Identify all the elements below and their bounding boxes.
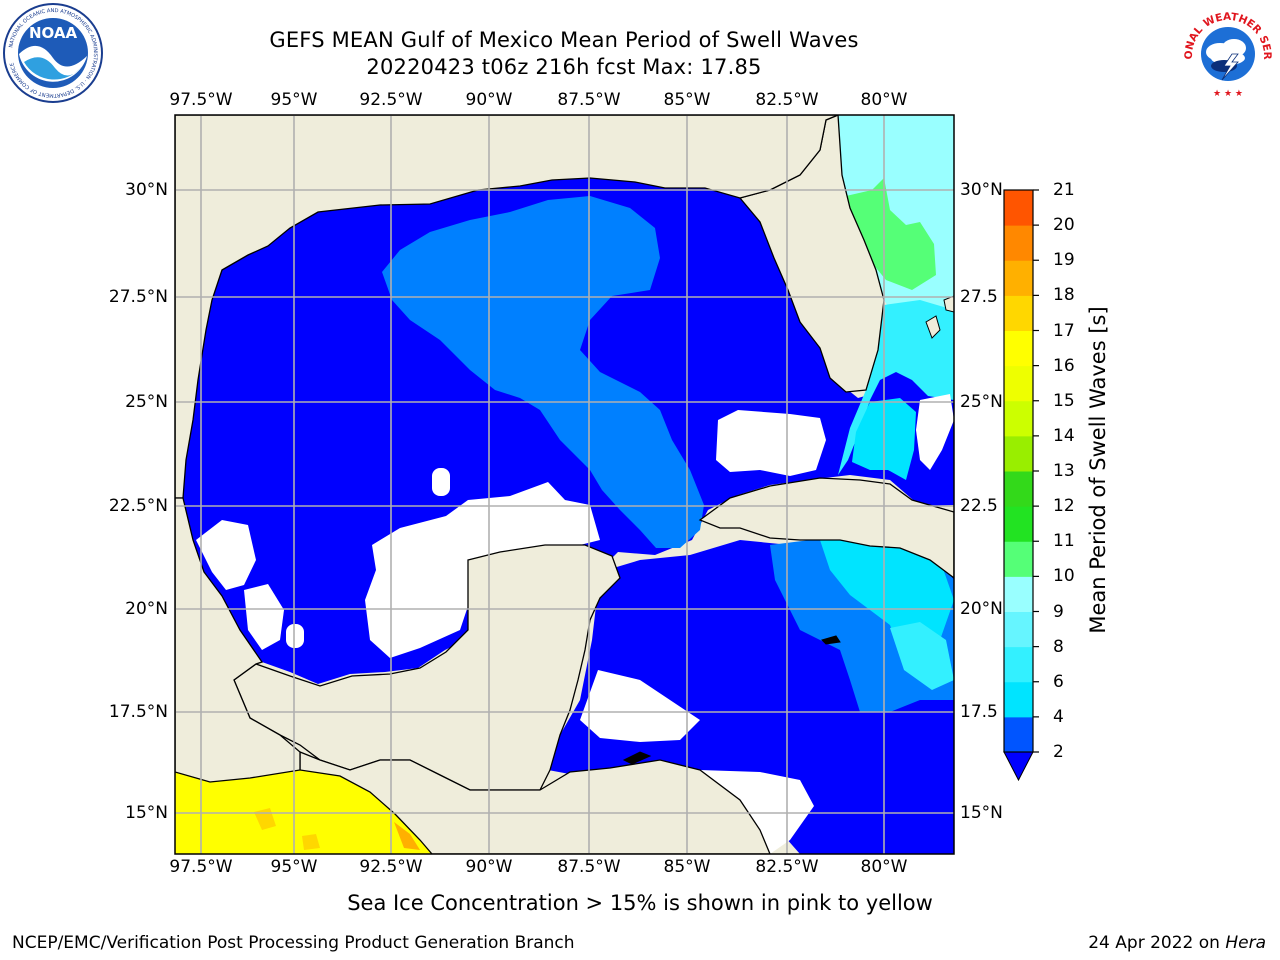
colorbar-tick-label: 9 [1053,601,1064,622]
latitude-tick-label: 27.5 [960,287,998,307]
latitude-tick-label: 22.5 [960,496,998,516]
colorbar-bin [1004,435,1033,472]
latitude-tick-label: 15°N [125,803,168,823]
svg-text:★ ★ ★: ★ ★ ★ [1213,89,1243,99]
colorbar-tick-label: 10 [1053,566,1075,587]
colorbar-bin [1004,471,1033,507]
colorbar-bin [1004,716,1033,753]
longitude-tick-label: 90°W [465,90,513,110]
latitude-tick-label: 20°N [125,599,168,619]
no-data-patch-west [196,520,256,590]
footer-host: Hera [1225,933,1266,953]
latitude-tick-label: 22.5°N [108,496,168,516]
no-data-patch-dot-2 [286,624,304,648]
latitude-tick-label: 17.5°N [108,702,168,722]
latitude-tick-label: 27.5°N [108,287,168,307]
longitude-tick-label: 85°W [663,90,711,110]
gulf-medium-blue-band [382,196,704,548]
nws-logo: NATIONAL WEATHER SERVICE ★ ★ ★ [1178,2,1276,100]
pacific-orange-spot-2 [394,822,420,850]
chart-title: GEFS MEAN Gulf of Mexico Mean Period of … [269,28,859,52]
colorbar-tick-label: 12 [1053,496,1075,517]
caribbean-cyan-band-lower [890,622,954,690]
longitude-tick-label: 92.5°W [359,90,423,110]
longitude-tick-label: 87.5°W [557,857,621,877]
colorbar-bin [1004,365,1033,402]
latitude-tick-label: 30°N [125,180,168,200]
colorbar-tick-label: 18 [1053,285,1075,306]
longitude-tick-label: 97.5°W [169,90,233,110]
colorbar-tick-label: 6 [1053,671,1064,692]
longitude-tick-label: 82.5°W [755,90,819,110]
map-gridlines [175,115,954,854]
colorbar-bin [1004,541,1033,577]
colorbar-bin [1004,576,1033,612]
colorbar-tick-label: 14 [1053,425,1075,446]
noaa-logo-text: NOAA [29,24,78,42]
colorbar-tick-label: 11 [1053,531,1075,552]
no-data-patch-dot-1 [432,468,450,496]
noaa-logo: NOAA NATIONAL OCEANIC AND ATMOSPHERIC AD… [3,3,103,103]
latitude-tick-label: 15°N [960,803,1003,823]
colorbar-bin [1004,611,1033,648]
colorbar-bin [1004,400,1033,437]
latitude-tick-label: 20°N [960,599,1003,619]
colorbar-bin [1004,646,1033,683]
colorbar-tick-label: 4 [1053,706,1064,727]
no-data-patch-east [716,410,826,476]
colorbar-tick-label: 8 [1053,636,1064,657]
colorbar-tick-label: 15 [1053,390,1075,411]
colorbar-bin [1004,506,1033,542]
straits-cyan-field [838,300,954,475]
map-frame [174,114,955,855]
longitude-tick-label: 92.5°W [359,857,423,877]
colorbar-bin [1004,260,1033,296]
colorbar-tick-label: 21 [1053,180,1075,200]
colorbar-tick-label: 13 [1053,461,1075,481]
longitude-tick-label: 95°W [270,857,318,877]
colorbar-tick-label: 2 [1053,742,1064,762]
caption: Sea Ice Concentration > 15% is shown in … [347,891,933,915]
longitude-tick-label: 87.5°W [557,90,621,110]
longitude-tick-label: 80°W [860,90,908,110]
colorbar-tick-label: 20 [1053,215,1075,236]
colorbar-tick-label: 19 [1053,250,1075,271]
hispaniola-jamaica-islands [622,635,841,765]
no-data-patch-keys [916,394,954,470]
atlantic-green-patch [846,178,936,290]
latitude-tick-label: 25°N [960,392,1003,412]
chart-subtitle: 20220423 t06z 216h fcst Max: 17.85 [366,55,762,79]
latitude-tick-label: 17.5 [960,702,998,722]
colorbar-bin [1004,190,1033,226]
longitude-tick-label: 85°W [663,857,711,877]
us-gulf-coast-land [175,115,839,499]
longitude-tick-label: 90°W [465,857,513,877]
latitude-tick-label: 30°N [960,180,1003,200]
colorbar-bin [1004,681,1033,718]
longitude-tick-label: 80°W [860,857,908,877]
colorbar-tick-label: 17 [1053,320,1075,341]
colorbar-bin [1004,330,1033,367]
latitude-tick-label: 25°N [125,392,168,412]
colorbar-under-triangle [1003,751,1034,782]
colorbar-bin [1004,295,1033,331]
longitude-tick-label: 95°W [270,90,318,110]
longitude-tick-label: 97.5°W [169,857,233,877]
no-data-patch-sw [244,584,284,650]
footer-date: 24 Apr 2022 on Hera [1088,933,1266,953]
cuba-land [698,477,954,579]
no-data-patch-belize [580,670,700,742]
colorbar [1003,189,1039,782]
map-area [175,115,954,854]
colorbar-tick-label: 16 [1053,355,1075,376]
footer-date-text: 24 Apr 2022 on [1088,933,1226,953]
longitude-tick-label: 82.5°W [755,857,819,877]
pacific-orange-spot-3 [302,834,320,850]
footer-credit: NCEP/EMC/Verification Post Processing Pr… [12,933,575,953]
colorbar-bin [1004,225,1033,261]
